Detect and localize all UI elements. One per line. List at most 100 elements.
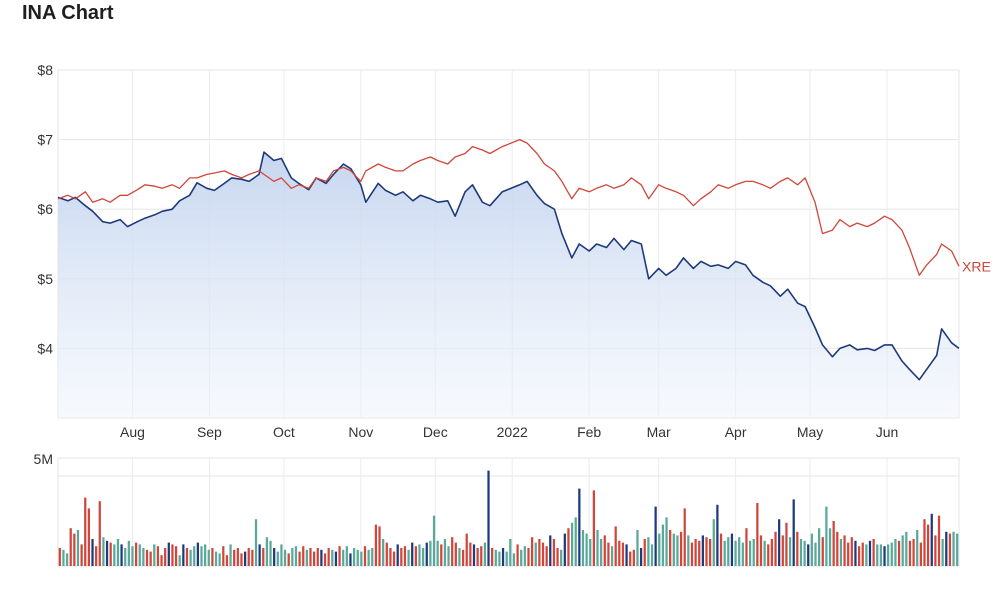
- volume-bar: [748, 540, 752, 566]
- volume-bar: [454, 542, 457, 566]
- price-tick-label: $7: [37, 132, 53, 148]
- volume-bars: [58, 470, 959, 566]
- volume-bar: [625, 544, 628, 566]
- volume-bar: [494, 549, 497, 566]
- volume-bar: [309, 548, 312, 566]
- volume-bar: [98, 501, 101, 566]
- x-tick-label: Sep: [197, 424, 222, 440]
- volume-bar: [84, 497, 87, 566]
- volume-bar: [574, 517, 577, 566]
- volume-bar: [105, 540, 109, 566]
- volume-bar: [429, 540, 432, 566]
- volume-bar: [639, 548, 643, 566]
- volume-bar: [280, 544, 283, 566]
- volume-bar: [138, 544, 141, 566]
- volume-bar: [204, 544, 207, 566]
- volume-bar: [712, 519, 715, 566]
- volume-bar: [76, 530, 80, 566]
- volume-bar: [810, 533, 813, 566]
- volume-bar: [269, 540, 272, 566]
- volume-bar: [614, 526, 617, 566]
- volume-bar: [62, 549, 65, 566]
- volume-bar: [382, 539, 385, 566]
- volume-bar: [134, 542, 138, 566]
- volume-bar: [923, 519, 926, 566]
- volume-bar: [509, 539, 512, 566]
- volume-bar: [650, 544, 654, 566]
- volume-bar: [799, 539, 803, 566]
- price-tick-label: $4: [37, 340, 53, 356]
- volume-bar: [745, 528, 748, 566]
- series-line-XRE: [57, 138, 960, 276]
- volume-bar: [432, 515, 436, 566]
- volume-bar: [178, 555, 181, 566]
- volume-bar: [443, 539, 447, 566]
- volume-bar: [360, 551, 363, 566]
- volume-bar: [647, 537, 650, 566]
- series-label-XRE: XRE: [962, 258, 991, 274]
- volume-bar: [828, 528, 832, 566]
- volume-bar: [541, 542, 545, 566]
- volume-bar: [164, 548, 167, 566]
- volume-bar: [302, 546, 305, 566]
- volume-bar: [778, 519, 781, 566]
- volume-bar: [570, 522, 574, 566]
- volume-bar: [389, 548, 392, 566]
- volume-bar: [803, 540, 806, 566]
- price-tick-label: $6: [37, 201, 53, 217]
- volume-bar: [770, 539, 774, 566]
- volume-bar: [294, 546, 298, 566]
- volume-bar: [578, 488, 581, 566]
- volume-bar: [669, 530, 672, 566]
- volume-bar: [727, 537, 730, 566]
- volume-bar: [934, 535, 937, 566]
- chart-title: INA Chart: [22, 2, 114, 24]
- volume-bar: [839, 539, 843, 566]
- volume-bar: [411, 542, 414, 566]
- volume-bar: [352, 548, 356, 566]
- volume-bar: [483, 542, 487, 566]
- volume-bar: [196, 542, 199, 566]
- volume-bar: [87, 508, 90, 566]
- volume-bar: [258, 544, 261, 566]
- volume-bar: [796, 531, 799, 566]
- volume-bar: [919, 542, 922, 566]
- volume-bar: [436, 540, 439, 566]
- volume-bar: [705, 537, 708, 566]
- volume-bar: [756, 503, 759, 566]
- volume-bar: [672, 533, 675, 566]
- price-y-axis: $8 $7 $6 $5 $4: [37, 62, 53, 356]
- volume-bar: [167, 542, 170, 566]
- volume-bar: [233, 549, 236, 566]
- series-area-0: [58, 152, 959, 418]
- volume-bar: [759, 535, 763, 566]
- volume-bar: [338, 546, 341, 566]
- volume-bar: [283, 549, 287, 566]
- volume-bar: [182, 544, 185, 566]
- volume-bar: [156, 546, 160, 566]
- volume-bar: [832, 521, 835, 566]
- volume-bar: [596, 530, 599, 566]
- volume-bar: [632, 549, 635, 566]
- volume-bar: [160, 555, 163, 566]
- volume-bar: [948, 533, 952, 566]
- volume-bar: [469, 542, 472, 566]
- volume-bar: [131, 546, 134, 566]
- volume-bar: [371, 548, 374, 566]
- volume-bar: [323, 553, 327, 566]
- x-tick-label: 2022: [497, 424, 528, 440]
- volume-bar: [95, 546, 98, 566]
- volume-bar: [153, 544, 156, 566]
- volume-bar: [505, 551, 508, 566]
- volume-bar: [520, 549, 523, 566]
- volume-bar: [847, 542, 850, 566]
- volume-bar: [792, 499, 795, 566]
- volume-bar: [349, 553, 352, 566]
- volume-bar: [621, 542, 625, 566]
- volume-bar: [785, 522, 788, 566]
- volume-bar: [142, 548, 145, 566]
- volume-bar: [683, 508, 686, 566]
- volume-bar: [538, 539, 541, 566]
- volume-y-axis: 5M: [34, 451, 53, 467]
- volume-bar: [254, 519, 258, 566]
